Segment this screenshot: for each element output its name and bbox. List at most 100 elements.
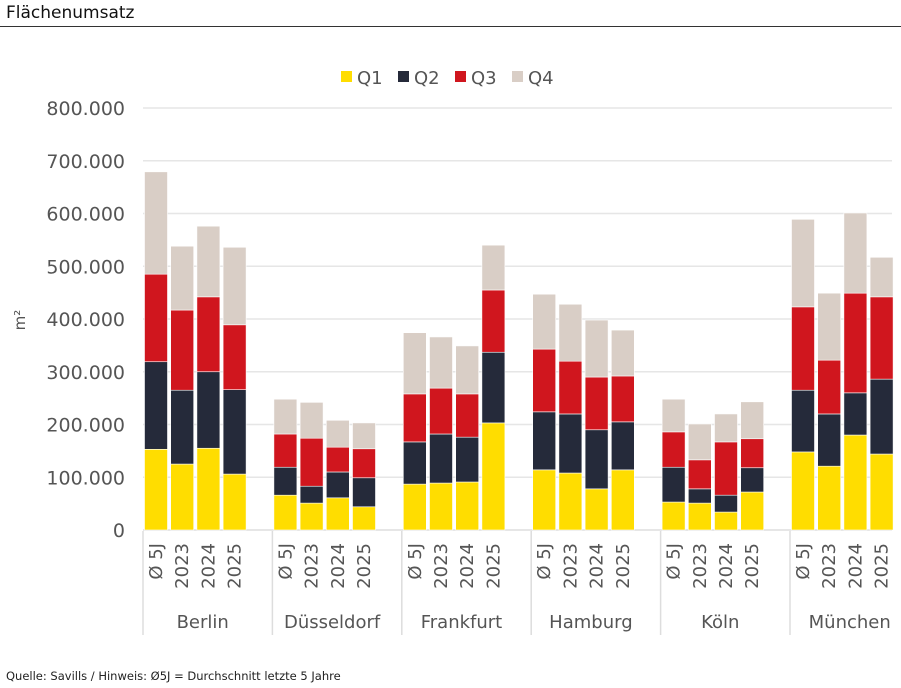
bar-segment-q3: [402, 393, 427, 443]
bar-segment-q4: [843, 212, 868, 294]
bar-segment-q2: [869, 378, 894, 455]
bar-segment-q3: [299, 437, 324, 487]
bar-segment-q2: [584, 429, 609, 490]
x-tick-label: 2023: [560, 543, 581, 589]
y-tick-label: 700.000: [46, 151, 125, 173]
bar-segment-q3: [714, 441, 738, 496]
bar-segment-q2: [299, 485, 324, 504]
bar-segment-q3: [791, 306, 815, 391]
x-tick-label: Ø 5J: [405, 543, 426, 580]
bar-segment-q1: [843, 434, 868, 531]
bar-segment-q3: [273, 433, 298, 468]
bar-segment-q1: [791, 451, 815, 531]
x-tick-label: 2025: [354, 543, 375, 589]
bar-segment-q3: [843, 292, 868, 394]
bar-segment-q1: [299, 502, 324, 531]
y-tick-label: 500.000: [46, 256, 125, 278]
bar-segment-q2: [532, 411, 557, 471]
bar-segment-q4: [714, 413, 738, 443]
bar-segment-q1: [558, 472, 583, 531]
legend-label: Q3: [471, 68, 497, 89]
x-tick-label: 2025: [613, 543, 634, 589]
y-axis: 0 100.000 200.000 300.000 400.000 500.000 600.…: [46, 98, 125, 542]
bar-segment-q4: [817, 292, 842, 361]
bar-segment-q2: [170, 389, 194, 465]
legend-swatch: [455, 71, 466, 82]
bar-segment-q4: [170, 245, 194, 311]
bar-segment-q2: [714, 494, 738, 513]
x-tick-label: 2024: [328, 543, 349, 589]
bar-segment-q3: [222, 324, 247, 390]
bar-segment-q2: [325, 471, 350, 499]
bar-segment-q2: [687, 488, 712, 504]
bar-segment-q1: [170, 463, 194, 531]
bar-segment-q4: [352, 422, 376, 450]
bar-segment-q1: [610, 469, 635, 531]
bar-segment-q2: [481, 351, 506, 424]
bar-segment-q1: [429, 482, 453, 531]
y-tick-label: 800.000: [46, 98, 125, 120]
bar-segment-q1: [687, 502, 712, 531]
bar-segment-q2: [610, 421, 635, 471]
x-tick-label: Ø 5J: [793, 543, 814, 580]
bar-segment-q3: [170, 309, 194, 391]
bar-segment-q1: [196, 447, 221, 531]
bar-segment-q3: [610, 375, 635, 423]
bar-segment-q1: [481, 422, 506, 531]
y-tick-label: 200.000: [46, 415, 125, 437]
y-axis-label: m²: [11, 310, 29, 331]
legend-label: Q2: [414, 68, 440, 89]
y-tick-label: 400.000: [46, 309, 125, 331]
bar-segment-q1: [661, 501, 686, 531]
bars: [144, 171, 894, 531]
bar-segment-q3: [429, 387, 453, 435]
bar-segment-q4: [532, 293, 557, 350]
legend-label: Q4: [528, 68, 554, 89]
bar-segment-q2: [352, 477, 376, 508]
bar-segment-q1: [532, 469, 557, 531]
bar-segment-q3: [661, 431, 686, 468]
x-tick-label: 2023: [690, 543, 711, 589]
y-tick-label: 300.000: [46, 362, 125, 384]
bar-segment-q4: [455, 345, 480, 395]
x-tick-label: 2023: [819, 543, 840, 589]
bar-segment-q2: [273, 466, 298, 496]
legend-swatch: [341, 71, 352, 82]
bar-segment-q2: [222, 389, 247, 475]
bar-segment-q2: [196, 371, 221, 449]
bar-segment-q1: [584, 488, 609, 531]
bar-segment-q1: [273, 494, 298, 531]
x-tick-label: 2024: [587, 543, 608, 589]
bar-segment-q4: [661, 398, 686, 433]
bar-segment-q4: [144, 171, 168, 275]
bar-segment-q2: [740, 467, 765, 493]
bar-segment-q4: [429, 336, 453, 389]
bar-segment-q1: [869, 453, 894, 531]
bar-segment-q1: [222, 473, 247, 531]
x-tick-label: 2025: [483, 543, 504, 589]
bar-segment-q3: [455, 393, 480, 438]
x-tick-label: 2025: [872, 543, 893, 589]
x-tick-label: 2025: [742, 543, 763, 589]
bar-segment-q2: [402, 441, 427, 485]
x-tick-label: 2025: [225, 543, 246, 589]
bar-segment-q2: [843, 392, 868, 436]
group-label: Berlin: [177, 612, 229, 633]
bar-segment-q4: [740, 401, 765, 440]
bar-segment-q3: [532, 348, 557, 413]
bar-segment-q1: [455, 481, 480, 531]
y-tick-label: 100.000: [46, 467, 125, 489]
bar-segment-q4: [325, 419, 350, 448]
group-label: Köln: [701, 612, 739, 633]
bar-segment-q3: [196, 296, 221, 373]
bar-segment-q2: [455, 436, 480, 483]
bar-segment-q3: [869, 296, 894, 380]
x-tick-label: 2024: [716, 543, 737, 589]
bar-segment-q4: [869, 256, 894, 298]
bar-segment-q3: [352, 448, 376, 479]
bar-segment-q3: [584, 376, 609, 431]
x-tick-label: 2024: [457, 543, 478, 589]
chart-title: Flächenumsatz: [6, 3, 135, 23]
